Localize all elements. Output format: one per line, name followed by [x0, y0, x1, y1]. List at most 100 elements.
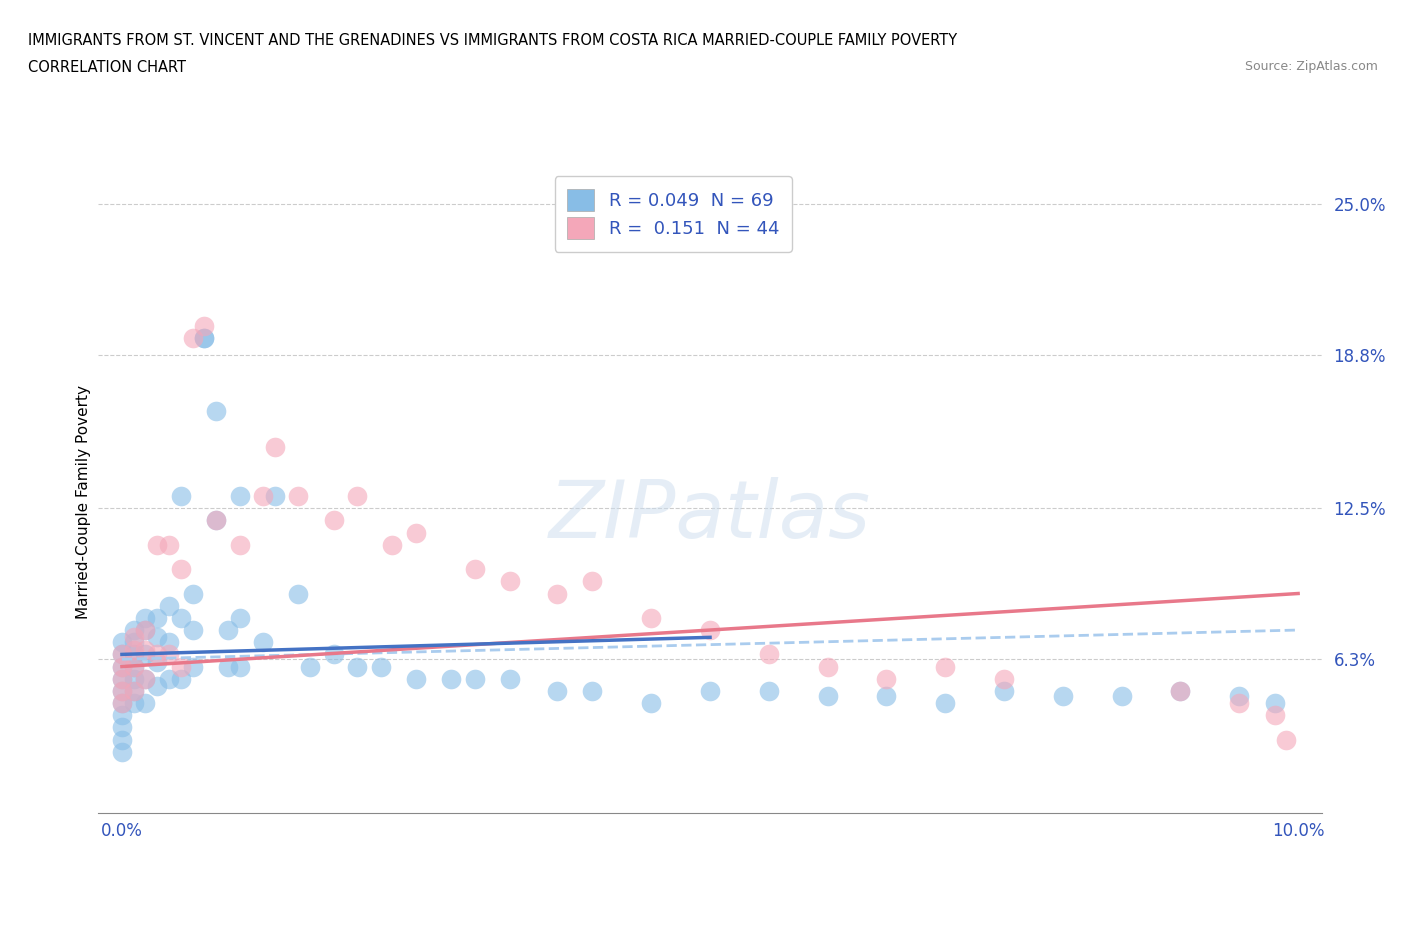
Point [193, 318, 215, 333]
Point [170, 671, 193, 686]
Point [252, 488, 274, 503]
Point [205, 404, 228, 418]
Point [464, 562, 486, 577]
Point [263, 440, 285, 455]
Point [322, 647, 344, 662]
Point [157, 598, 180, 613]
Point [122, 630, 145, 644]
Point [381, 538, 404, 552]
Point [122, 671, 145, 686]
Point [875, 671, 897, 686]
Point [346, 488, 368, 503]
Point [111, 684, 134, 698]
Point [205, 513, 228, 528]
Point [134, 696, 156, 711]
Point [546, 586, 568, 601]
Point [322, 513, 344, 528]
Point [817, 659, 839, 674]
Point [181, 330, 204, 345]
Point [134, 671, 156, 686]
Point [217, 659, 239, 674]
Point [499, 671, 522, 686]
Point [122, 659, 145, 674]
Point [122, 684, 145, 698]
Point [181, 586, 204, 601]
Point [146, 630, 169, 644]
Point [252, 635, 274, 650]
Point [157, 671, 180, 686]
Point [111, 684, 134, 698]
Point [1227, 688, 1250, 703]
Point [193, 330, 215, 345]
Point [111, 708, 134, 723]
Point [134, 622, 156, 637]
Point [1264, 696, 1286, 711]
Point [405, 671, 427, 686]
Point [699, 622, 721, 637]
Point [699, 684, 721, 698]
Point [134, 671, 156, 686]
Point [228, 488, 250, 503]
Point [934, 696, 956, 711]
Point [122, 659, 145, 674]
Point [122, 642, 145, 657]
Point [346, 659, 368, 674]
Point [993, 684, 1015, 698]
Text: IMMIGRANTS FROM ST. VINCENT AND THE GRENADINES VS IMMIGRANTS FROM COSTA RICA MAR: IMMIGRANTS FROM ST. VINCENT AND THE GREN… [28, 33, 957, 47]
Point [170, 562, 193, 577]
Point [170, 610, 193, 625]
Point [581, 684, 603, 698]
Point [228, 610, 250, 625]
Point [1052, 688, 1074, 703]
Point [111, 696, 134, 711]
Point [111, 732, 134, 747]
Point [111, 696, 134, 711]
Point [499, 574, 522, 589]
Point [228, 659, 250, 674]
Point [1111, 688, 1133, 703]
Point [146, 654, 169, 669]
Point [875, 688, 897, 703]
Point [122, 635, 145, 650]
Point [464, 671, 486, 686]
Point [181, 659, 204, 674]
Point [134, 642, 156, 657]
Text: ZIPatlas: ZIPatlas [548, 476, 872, 554]
Point [758, 647, 780, 662]
Point [157, 635, 180, 650]
Point [1227, 696, 1250, 711]
Point [205, 513, 228, 528]
Point [157, 538, 180, 552]
Point [817, 688, 839, 703]
Point [263, 488, 285, 503]
Point [181, 622, 204, 637]
Point [228, 538, 250, 552]
Point [111, 635, 134, 650]
Point [111, 659, 134, 674]
Point [287, 586, 309, 601]
Point [122, 647, 145, 662]
Point [993, 671, 1015, 686]
Point [287, 488, 309, 503]
Text: Source: ZipAtlas.com: Source: ZipAtlas.com [1244, 60, 1378, 73]
Point [640, 696, 662, 711]
Point [146, 610, 169, 625]
Point [111, 647, 134, 662]
Point [1170, 684, 1192, 698]
Point [405, 525, 427, 540]
Point [111, 659, 134, 674]
Point [546, 684, 568, 698]
Point [440, 671, 463, 686]
Point [1264, 708, 1286, 723]
Point [111, 744, 134, 759]
Point [134, 610, 156, 625]
Text: CORRELATION CHART: CORRELATION CHART [28, 60, 186, 75]
Point [134, 622, 156, 637]
Point [134, 647, 156, 662]
Point [581, 574, 603, 589]
Point [146, 538, 169, 552]
Point [122, 696, 145, 711]
Point [193, 330, 215, 345]
Point [122, 622, 145, 637]
Point [111, 671, 134, 686]
